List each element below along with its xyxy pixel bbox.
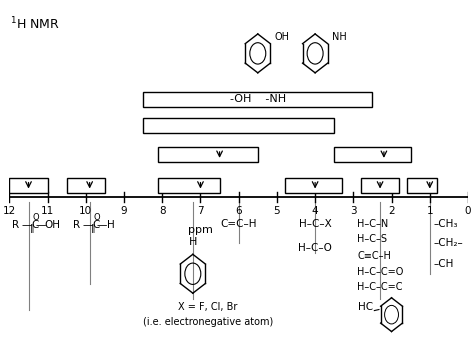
Text: NH: NH <box>331 32 346 42</box>
Bar <box>361 178 399 193</box>
Text: HC: HC <box>358 302 373 312</box>
Text: 12: 12 <box>3 206 16 216</box>
Bar <box>284 178 342 193</box>
Text: ppm: ppm <box>188 225 213 235</box>
Text: 2: 2 <box>388 206 395 216</box>
Bar <box>158 178 219 193</box>
Bar <box>9 178 47 193</box>
Text: 11: 11 <box>41 206 54 216</box>
Text: H–C–S: H–C–S <box>357 234 387 244</box>
Text: OH: OH <box>44 220 60 230</box>
Text: $^{1}$H NMR: $^{1}$H NMR <box>10 15 60 32</box>
Text: ‖: ‖ <box>30 224 35 233</box>
Text: ‖: ‖ <box>91 224 96 233</box>
Text: C: C <box>32 220 39 230</box>
Text: 4: 4 <box>312 206 319 216</box>
Text: R: R <box>11 220 18 230</box>
Bar <box>143 92 373 107</box>
Bar <box>158 147 258 162</box>
Text: –CH₂–: –CH₂– <box>434 238 463 248</box>
Text: H: H <box>189 237 197 247</box>
Text: -OH    -NH: -OH -NH <box>230 94 286 104</box>
Text: H–C–N: H–C–N <box>357 218 388 228</box>
Text: —: — <box>82 220 93 230</box>
Text: H: H <box>107 220 115 230</box>
Text: C: C <box>93 220 100 230</box>
Text: 6: 6 <box>236 206 242 216</box>
Text: 7: 7 <box>197 206 204 216</box>
Text: O: O <box>32 213 39 222</box>
Text: C=C–H: C=C–H <box>220 218 257 228</box>
Text: 5: 5 <box>273 206 280 216</box>
Text: X = F, Cl, Br: X = F, Cl, Br <box>178 302 238 312</box>
Text: C≡C–H: C≡C–H <box>357 251 391 261</box>
Text: —: — <box>36 220 46 230</box>
Text: –CH₃: –CH₃ <box>434 218 458 228</box>
Text: 8: 8 <box>159 206 165 216</box>
Text: H–C–C=C: H–C–C=C <box>357 282 402 292</box>
Text: 10: 10 <box>79 206 92 216</box>
Bar <box>334 147 410 162</box>
Text: (i.e. electronegative atom): (i.e. electronegative atom) <box>143 317 273 327</box>
Text: —: — <box>21 220 32 230</box>
Text: –CH: –CH <box>434 259 454 270</box>
Text: —: — <box>97 220 107 230</box>
Text: 3: 3 <box>350 206 356 216</box>
Text: H–C–O: H–C–O <box>298 243 332 253</box>
Text: H–C–X: H–C–X <box>299 218 331 228</box>
Text: O: O <box>93 213 100 222</box>
Text: OH: OH <box>274 32 289 42</box>
Text: H–C–C=O: H–C–C=O <box>357 267 403 276</box>
Bar <box>143 118 334 133</box>
Text: 9: 9 <box>121 206 128 216</box>
Bar <box>67 178 105 193</box>
Text: 1: 1 <box>427 206 433 216</box>
Text: R: R <box>73 220 80 230</box>
Bar <box>407 178 438 193</box>
Text: 0: 0 <box>465 206 471 216</box>
